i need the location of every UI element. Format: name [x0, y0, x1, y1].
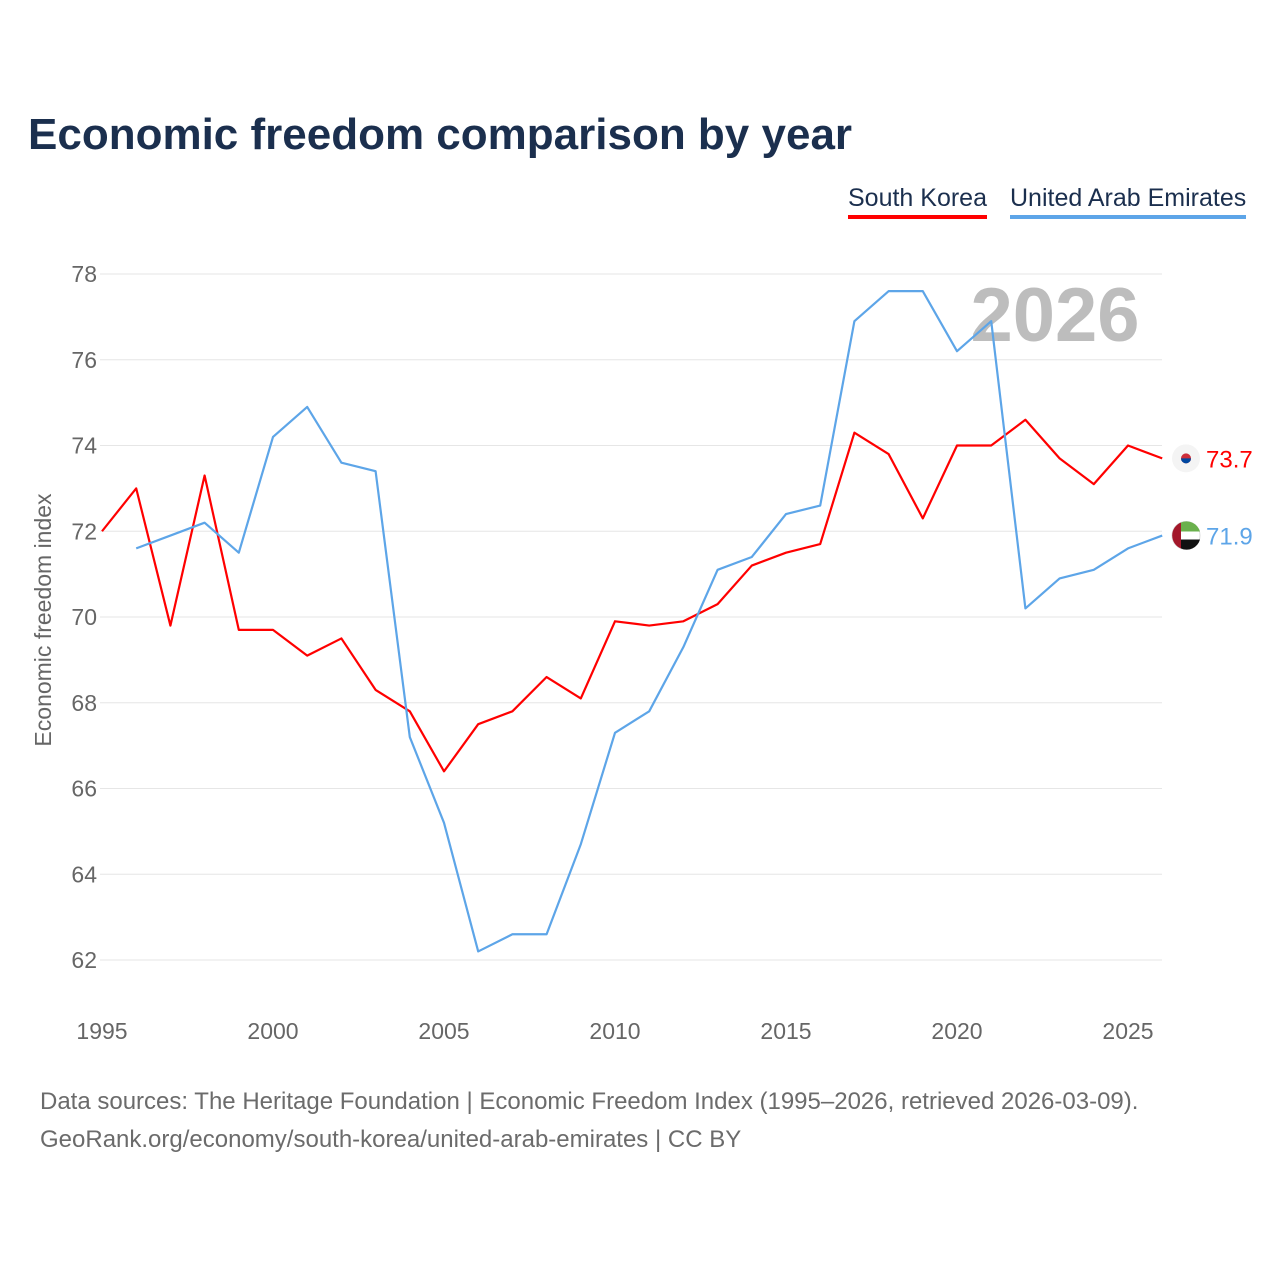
y-tick-label: 66 [71, 776, 97, 802]
source-line: Data sources: The Heritage Foundation | … [40, 1088, 1139, 1115]
x-tick-label: 2015 [760, 1018, 811, 1044]
y-tick-label: 74 [71, 433, 97, 459]
x-tick-label: 2000 [247, 1018, 298, 1044]
flag-red-band [1172, 522, 1181, 549]
end-value-label: 71.9 [1206, 524, 1253, 551]
flag-taegeuk-blue [1181, 458, 1191, 464]
x-tick-label: 2020 [931, 1018, 982, 1044]
x-tick-label: 1995 [76, 1018, 127, 1044]
y-axis-label: Economic freedom index [30, 493, 56, 747]
legend-south-korea[interactable]: South Korea [848, 184, 987, 219]
x-tick-label: 2005 [418, 1018, 469, 1044]
url-line: GeoRank.org/economy/south-korea/united-a… [40, 1126, 742, 1153]
flag-black-band [1181, 539, 1200, 550]
x-tick-label: 2025 [1102, 1018, 1153, 1044]
y-tick-label: 70 [71, 604, 97, 630]
y-tick-label: 64 [71, 861, 97, 887]
year-watermark: 2026 [970, 273, 1139, 358]
series-line-uae [135, 290, 1163, 953]
end-value-label: 73.7 [1206, 446, 1253, 473]
y-tick-label: 68 [71, 690, 97, 716]
y-tick-label: 62 [71, 947, 97, 973]
chart-title: Economic freedom comparison by year [28, 110, 853, 159]
y-tick-label: 72 [71, 518, 97, 544]
legend-uae[interactable]: United Arab Emirates [1010, 184, 1247, 219]
y-tick-label: 78 [71, 261, 97, 287]
x-tick-label: 2010 [589, 1018, 640, 1044]
series-line-south-korea [101, 418, 1163, 773]
flag-green-band [1181, 521, 1200, 532]
y-tick-label: 76 [71, 347, 97, 373]
